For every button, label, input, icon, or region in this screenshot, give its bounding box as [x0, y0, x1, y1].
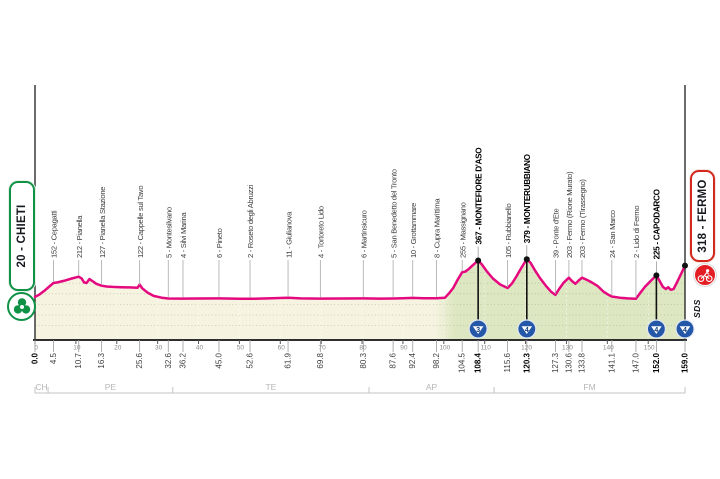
km-distance-label: 61.9: [284, 352, 293, 368]
x-tick-label: 90: [400, 345, 408, 352]
waypoint-label: 127 - Pianella Stazione: [98, 187, 107, 258]
km-distance-label: 104.5: [458, 352, 467, 373]
category-4-climb-icon: 4: [517, 319, 537, 339]
waypoint-label: 11 - Giulianova: [284, 211, 293, 258]
waypoint-label: 152 - Cepagatti: [50, 210, 59, 258]
km-distance-label: 127.3: [551, 352, 560, 373]
waypoint-label: 6 - Martinsicuro: [359, 210, 368, 258]
waypoint-label: 5 - San Benedetto del Tronto: [389, 169, 398, 258]
finish-badge-label: 318 - FERMO: [696, 179, 709, 253]
km-distance-label: 120.3: [522, 352, 531, 373]
category-number: 4: [683, 327, 687, 334]
climb-label: 225 - CAPODARCO: [653, 188, 662, 259]
start-trefoil-icon: [7, 292, 36, 321]
km-distance-label: 52.6: [246, 352, 255, 368]
category-4-climb-icon: 4: [646, 319, 666, 339]
start-badge-label: 20 - CHIETI: [16, 204, 28, 268]
x-tick-label: 50: [237, 345, 245, 352]
km-distance-label: 10.7: [74, 352, 83, 368]
km-distance-label: 92.4: [408, 352, 417, 368]
climb-label: 379 - MONTERUBBIANO: [523, 153, 532, 243]
x-tick-label: 100: [439, 345, 450, 352]
category-number: 3: [476, 327, 480, 334]
waypoint-label: 2 - Roseto degli Abruzzi: [246, 184, 255, 258]
km-distance-label: 36.2: [178, 352, 187, 368]
km-distance-label: 25.6: [135, 352, 144, 368]
finish-badge: 318 - FERMO: [690, 170, 715, 262]
waypoint-label: 10 - Grottammare: [409, 203, 418, 258]
km-distance-label: 152.0: [652, 352, 661, 373]
x-tick-label: 10: [73, 345, 81, 352]
climb-summit-dot: [653, 272, 660, 279]
finish-cyclist-icon: [694, 264, 716, 286]
waypoint-label: 122 - Cappelle sul Tavo: [136, 186, 145, 258]
x-tick-label: 110: [480, 345, 491, 352]
x-tick-label: 70: [319, 345, 327, 352]
km-distance-label: 32.6: [164, 352, 173, 368]
province-label: TE: [265, 382, 276, 392]
km-distance-label: 159.0: [681, 352, 690, 373]
km-distance-label: 45.0: [214, 352, 223, 368]
province-label: FM: [583, 382, 595, 392]
waypoint-label: 203 - Fermo (Tirassegno): [578, 179, 587, 258]
km-distance-label: 108.4: [474, 352, 483, 373]
waypoint-label: 4 - Tortoreto Lido: [317, 206, 326, 258]
km-distance-label: 4.5: [49, 352, 58, 364]
waypoint-label: 6 - Pineto: [215, 228, 224, 258]
waypoint-label: 24 - San Marco: [608, 210, 617, 258]
x-tick-label: 40: [196, 345, 204, 352]
x-tick-label: 60: [278, 345, 286, 352]
km-distance-label: 141.1: [607, 352, 616, 373]
start-badge: 20 - CHIETI: [9, 181, 35, 291]
category-number: 4: [525, 327, 529, 334]
waypoint-label: 203 - Fermo (Rione Murato): [565, 171, 574, 258]
finish-sds-label: SDS: [692, 299, 702, 318]
profile-line: [33, 257, 687, 301]
province-label: CH: [35, 382, 47, 392]
waypoint-label: 8 - Cupra Marittima: [433, 198, 442, 258]
x-tick-label: 130: [562, 345, 573, 352]
km-distance-label: 16.3: [97, 352, 106, 368]
x-tick-label: 140: [603, 345, 614, 352]
category-3-climb-icon: 3: [468, 319, 488, 339]
finish-summit-dot: [682, 262, 688, 269]
climb-summit-dot: [523, 256, 530, 263]
km-distance-label: 69.8: [316, 352, 325, 368]
category-4-climb-icon: 4: [675, 319, 695, 339]
province-label: AP: [426, 382, 438, 392]
x-tick-label: 30: [155, 345, 163, 352]
waypoint-label: 4 - Silvi Marina: [179, 212, 188, 258]
x-tick-label: 150: [644, 345, 655, 352]
x-tick-label: 20: [114, 345, 122, 352]
climb-label: 367 - MONTEFIORE D'ASO: [474, 147, 483, 245]
km-distance-label: 0.0: [31, 352, 40, 364]
km-distance-label: 133.8: [577, 352, 586, 373]
waypoint-label: 212 - Pianella: [75, 215, 84, 258]
category-number: 4: [654, 327, 658, 334]
waypoint-label: 255 - Massignano: [458, 202, 467, 258]
km-distance-label: 98.2: [432, 352, 441, 368]
waypoint-label: 39 - Ponte d'Ete: [552, 209, 561, 258]
climb-summit-dot: [475, 257, 482, 264]
waypoint-label: 105 - Rubbianello: [504, 203, 513, 258]
km-distance-label: 147.0: [631, 352, 640, 373]
waypoint-label: 2 - Lido di Fermo: [632, 206, 641, 258]
province-label: PE: [105, 382, 117, 392]
km-distance-label: 80.3: [359, 352, 368, 368]
x-tick-label: 0: [34, 345, 38, 352]
km-distance-label: 130.6: [564, 352, 573, 373]
km-distance-label: 87.6: [389, 352, 398, 368]
km-distance-label: 115.6: [503, 352, 512, 372]
waypoint-label: 5 - Montesilvano: [164, 207, 173, 258]
